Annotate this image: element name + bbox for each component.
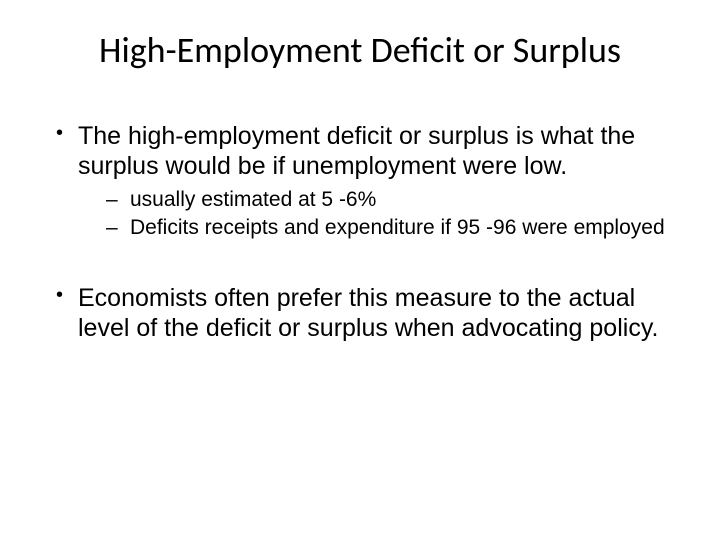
sub-bullet-text: Deficits receipts and expenditure if 95 …: [130, 216, 665, 239]
sub-bullet-item-2: Deficits receipts and expenditure if 95 …: [78, 215, 670, 241]
bullet-item-1: The high-employment deficit or surplus i…: [50, 122, 670, 240]
bullet-list: The high-employment deficit or surplus i…: [50, 122, 670, 240]
bullet-list-2: Economists often prefer this measure to …: [50, 284, 670, 343]
spacer: [50, 248, 670, 284]
sub-bullet-text: usually estimated at 5 -6%: [130, 188, 376, 211]
slide: High-Employment Deficit or Surplus The h…: [0, 0, 720, 540]
bullet-text: The high-employment deficit or surplus i…: [78, 122, 635, 180]
slide-title: High-Employment Deficit or Surplus: [50, 28, 670, 72]
bullet-text: Economists often prefer this measure to …: [78, 284, 658, 342]
sub-bullet-item-1: usually estimated at 5 -6%: [78, 187, 670, 213]
sub-bullet-list: usually estimated at 5 -6% Deficits rece…: [78, 187, 670, 240]
bullet-item-2: Economists often prefer this measure to …: [50, 284, 670, 343]
